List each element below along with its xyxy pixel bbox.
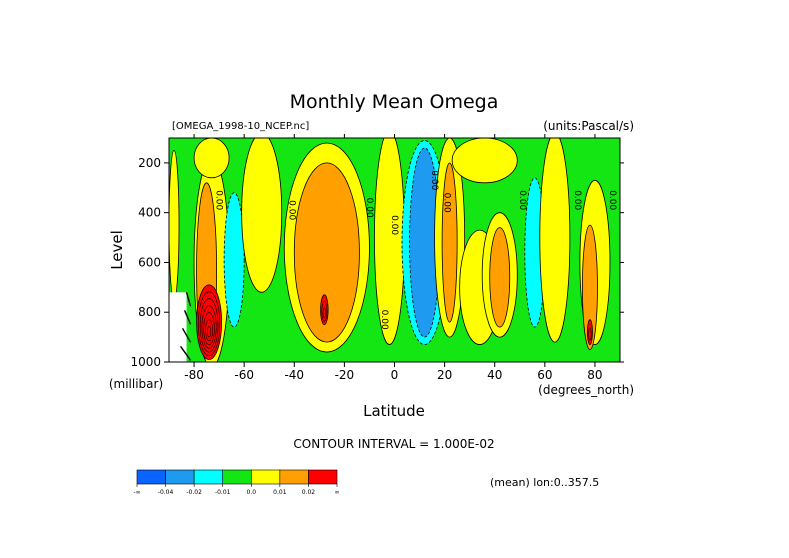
missing-data-hatch-line-2	[181, 327, 192, 343]
contour-extreme-line-1-1	[321, 300, 328, 322]
contour-extreme-line-0-4	[203, 312, 215, 345]
legend-label-3: -0.01	[215, 489, 231, 496]
y-tick-label-4: 1000	[130, 355, 161, 369]
contour-label-4: 0.00	[379, 310, 389, 330]
contour-region-orange-18	[582, 224, 598, 350]
contour-region-orange-6	[293, 162, 360, 343]
contour-extreme-line-0-5	[205, 319, 213, 342]
x-axis-unit: (degrees_north)	[538, 383, 634, 397]
x-tick-label-1: -60	[234, 368, 254, 382]
footer-text: (mean) lon:0..357.5	[490, 476, 599, 489]
contour-extreme-line-1-2	[322, 307, 326, 318]
contour-region-yellow-4	[241, 138, 283, 293]
missing-data-hatch-line-1	[183, 310, 192, 325]
legend-swatch-3	[222, 469, 252, 485]
x-axis-label: Latitude	[363, 402, 425, 420]
legend-label-7: ∞	[335, 489, 340, 496]
x-axis-ticks: -80 -60 -40 -20 0 20 40 60 80	[184, 134, 603, 382]
contour-extreme-2	[587, 319, 593, 345]
legend-label-5: 0.01	[273, 489, 287, 496]
x-tick-label-8: 80	[587, 368, 602, 382]
contour-extreme-1	[320, 294, 329, 326]
missing-data-hatch-line-6	[175, 400, 191, 414]
contour-interval-text: CONTOUR INTERVAL = 1.000E-02	[293, 437, 494, 451]
x-tick-label-4: 0	[391, 368, 399, 382]
missing-data-hatch-line-0	[185, 292, 192, 307]
legend-swatch-2	[193, 469, 224, 485]
x-tick-label-5: 20	[437, 368, 452, 382]
missing-data-hatch-line-5	[177, 382, 191, 396]
x-tick-label-7: 60	[537, 368, 552, 382]
contour-region-yellow-20	[193, 138, 230, 179]
contour-region-orange-14	[489, 227, 511, 328]
contour-label-0: 0.00	[214, 190, 224, 210]
contour-label-8: 0.00	[572, 190, 582, 210]
contour-label-2: 0.00	[364, 198, 374, 218]
chart-title: Monthly Mean Omega	[290, 91, 499, 113]
y-tick-label-0: 200	[138, 156, 161, 170]
contour-label-3: 0.00	[389, 215, 399, 235]
missing-data-hatch-line-7	[173, 418, 191, 432]
contour-labels: 0.00 0.00 0.000.000.000.000.00 0.00 0.00 0.00	[214, 170, 617, 330]
contour-region-yellow-19	[451, 138, 518, 184]
contour-extreme-line-2-1	[588, 327, 592, 341]
contour-label-7: 0.00	[517, 190, 527, 210]
contour-label-9: 0.00	[607, 190, 617, 210]
x-tick-label-0: -80	[184, 368, 204, 382]
contour-region-yellow-16	[539, 138, 571, 343]
chart-subtitle-left: [OMEGA_1998-10_NCEP.nc]	[172, 121, 309, 132]
contour-extreme-line-0-3	[201, 305, 217, 349]
missing-data-hatch	[169, 292, 192, 432]
legend-label-0: -∞	[133, 489, 140, 496]
plot-area: 0.00 0.00 0.000.000.000.000.00 0.00 0.00 0.00	[169, 138, 620, 432]
contour-label-6: 0.00	[442, 193, 452, 213]
legend-swatch-1	[165, 469, 195, 485]
y-axis-unit: (millibar)	[109, 377, 163, 391]
missing-data-area	[169, 292, 187, 362]
legend-label-1: -0.04	[158, 489, 174, 496]
y-tick-label-1: 400	[138, 206, 161, 220]
y-axis-ticks: 200 400 600 800 1000	[130, 156, 624, 369]
missing-data-hatch-line-3	[179, 345, 192, 361]
legend-swatch-6	[308, 469, 338, 485]
contour-extreme-line-0-2	[199, 298, 219, 353]
contour-label-1: 0.00	[286, 200, 296, 220]
contour-extreme-line-0-6	[206, 326, 212, 338]
y-tick-label-2: 600	[138, 255, 161, 269]
legend-label-2: -0.02	[186, 489, 202, 496]
x-tick-label-6: 40	[487, 368, 502, 382]
legend-label-4: 0.0	[247, 489, 257, 496]
contour-region-orange-11	[441, 162, 458, 323]
x-tick-label-2: -40	[284, 368, 304, 382]
contour-region-yellow-0	[169, 150, 180, 301]
chart-subtitle-right: (units:Pascal/s)	[543, 119, 634, 133]
legend-label-6: 0.02	[302, 489, 316, 496]
legend-swatch-5	[279, 469, 309, 485]
contour-extreme-0	[196, 284, 223, 360]
contour-extreme-line-0-1	[198, 291, 221, 357]
x-tick-label-3: -20	[335, 368, 355, 382]
contour-regions	[169, 138, 611, 362]
contour-extremes	[196, 284, 593, 360]
y-tick-label-3: 800	[138, 305, 161, 319]
color-legend: -∞ -0.04 -0.02 -0.01 0.0 0.01 0.02 ∞	[133, 469, 340, 496]
legend-swatch-4	[250, 469, 281, 485]
legend-swatch-0	[136, 469, 166, 485]
y-axis-label: Level	[108, 230, 126, 270]
contour-region-cyan-3	[223, 192, 245, 328]
contour-label-5: 0.00	[429, 170, 439, 190]
